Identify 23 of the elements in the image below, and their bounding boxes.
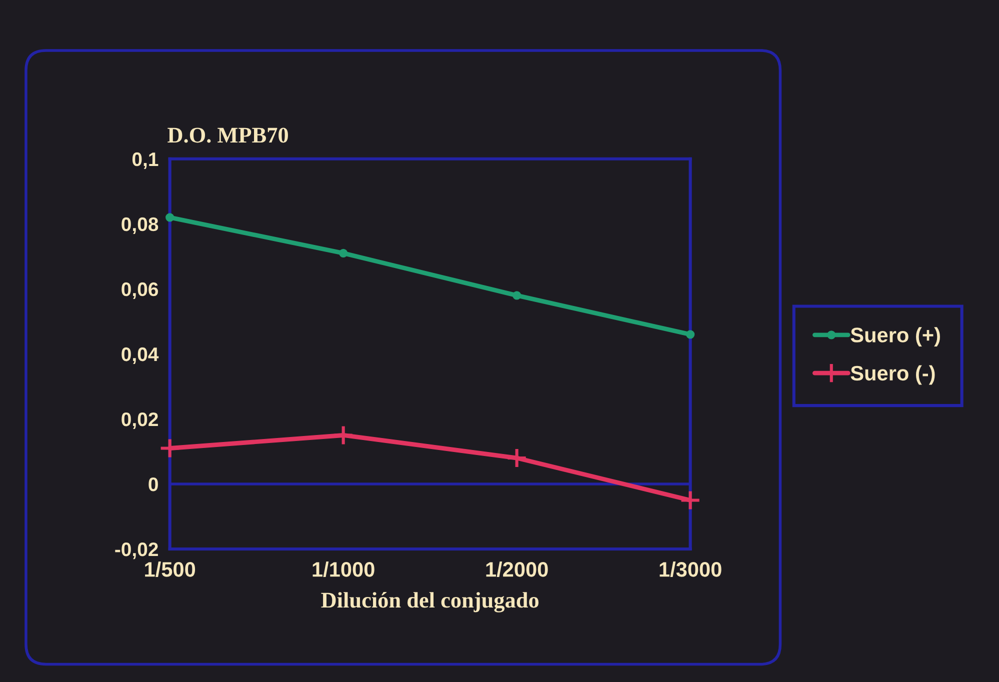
x-tick-label: 1/3000 <box>660 562 722 578</box>
x-tick-label: 1/500 <box>145 562 196 578</box>
point <box>339 248 348 258</box>
y-tick-label: 0,02 <box>122 412 158 430</box>
y-tick-label: -0,02 <box>115 542 158 560</box>
point <box>332 424 354 446</box>
point <box>159 438 180 459</box>
point <box>166 213 174 222</box>
y-tick-label: 0 <box>148 477 158 492</box>
point <box>506 447 528 469</box>
point <box>686 330 695 339</box>
point <box>512 291 522 300</box>
point <box>680 490 701 511</box>
y-tick-label: 0,1 <box>132 152 158 169</box>
y-tick-label: 0,04 <box>122 347 159 364</box>
y-tick-label: 0,06 <box>122 282 158 299</box>
legend-label: Suero (+) <box>850 327 940 347</box>
x-tick-label: 1/1000 <box>312 562 374 578</box>
legend-label: Suero (-) <box>850 365 935 385</box>
x-tick-label: 1/2000 <box>486 562 548 578</box>
x-axis-title: Dilución del conjugado <box>321 592 539 612</box>
y-tick-label: 0,08 <box>122 217 158 234</box>
y-axis-title: D.O. MPB70 <box>168 128 288 143</box>
